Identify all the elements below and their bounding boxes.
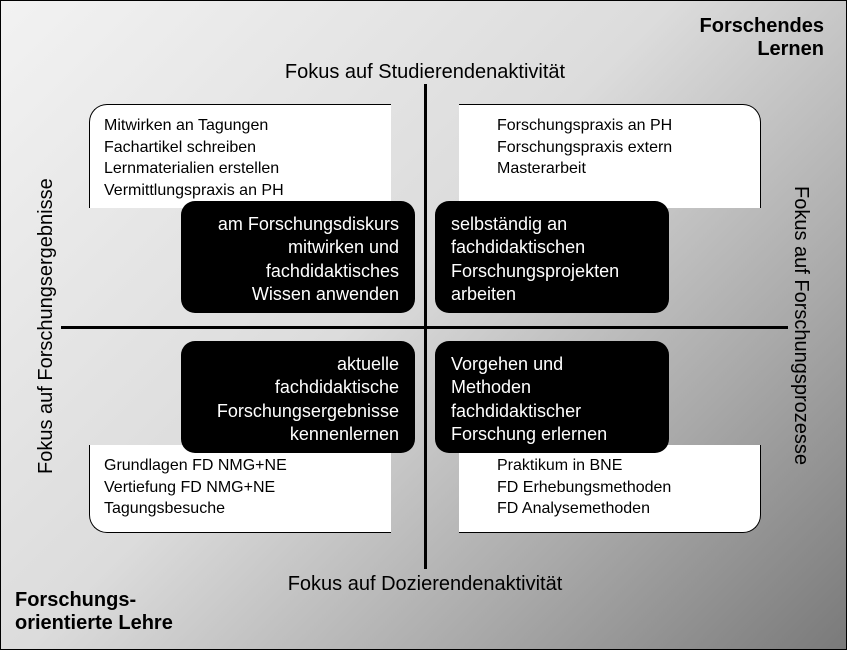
black-box-tl: am Forschungsdiskurs mitwirken und fachd… — [181, 201, 415, 313]
wb-br-l2: FD Erhebungsmethoden — [497, 477, 746, 499]
white-box-tl: Mitwirken an Tagungen Fachartikel schrei… — [89, 104, 391, 208]
bb-bl-l2: fachdidaktische — [197, 376, 399, 399]
wb-bl-l1: Grundlagen FD NMG+NE — [104, 455, 377, 477]
diagram-frame: Forschendes Lernen Forschungs- orientier… — [0, 0, 847, 650]
black-box-br: Vorgehen und Methoden fachdidaktischer F… — [435, 341, 669, 453]
bb-tr-l4: arbeiten — [451, 283, 653, 306]
axis-line-vertical — [424, 84, 427, 569]
axis-label-left: Fokus auf Forschungsergebnisse — [35, 161, 58, 491]
bb-br-l3: fachdidaktischer — [451, 400, 653, 423]
wb-bl-l2: Vertiefung FD NMG+NE — [104, 477, 377, 499]
wb-tl-l4: Vermittlungspraxis an PH — [104, 180, 377, 202]
bb-bl-l4: kennenlernen — [197, 423, 399, 446]
black-box-tr: selbständig an fachdidaktischen Forschun… — [435, 201, 669, 313]
bb-tl-l4: Wissen anwenden — [197, 283, 399, 306]
wb-tr-l2: Forschungspraxis extern — [497, 137, 746, 159]
corner-bl-line1: Forschungs- — [15, 589, 173, 612]
corner-tr-line1: Forschendes — [700, 15, 824, 38]
corner-bl-line2: orientierte Lehre — [15, 612, 173, 635]
bb-tl-l1: am Forschungsdiskurs — [197, 213, 399, 236]
white-box-bl: Grundlagen FD NMG+NE Vertiefung FD NMG+N… — [89, 445, 391, 533]
wb-br-l3: FD Analysemethoden — [497, 498, 746, 520]
wb-br-l1: Praktikum in BNE — [497, 455, 746, 477]
bb-bl-l3: Forschungsergebnisse — [197, 400, 399, 423]
black-box-bl: aktuelle fachdidaktische Forschungsergeb… — [181, 341, 415, 453]
bb-br-l1: Vorgehen und — [451, 353, 653, 376]
bb-bl-l1: aktuelle — [197, 353, 399, 376]
bb-br-l2: Methoden — [451, 376, 653, 399]
wb-tl-l1: Mitwirken an Tagungen — [104, 115, 377, 137]
wb-tr-l3: Masterarbeit — [497, 158, 746, 180]
corner-top-right: Forschendes Lernen — [700, 15, 824, 61]
bb-br-l4: Forschung erlernen — [451, 423, 653, 446]
wb-tr-l1: Forschungspraxis an PH — [497, 115, 746, 137]
bb-tr-l3: Forschungsprojekten — [451, 260, 653, 283]
bb-tr-l2: fachdidaktischen — [451, 236, 653, 259]
white-box-tr: Forschungspraxis an PH Forschungspraxis … — [459, 104, 761, 208]
axis-label-bottom: Fokus auf Dozierendenaktivität — [225, 573, 625, 596]
bb-tr-l1: selbständig an — [451, 213, 653, 236]
axis-label-right: Fokus auf Forschungsprozesse — [789, 161, 812, 491]
axis-label-top: Fokus auf Studierendenaktivität — [225, 61, 625, 84]
white-box-br: Praktikum in BNE FD Erhebungsmethoden FD… — [459, 445, 761, 533]
wb-tl-l3: Lernmaterialien erstellen — [104, 158, 377, 180]
bb-tl-l2: mitwirken und — [197, 236, 399, 259]
wb-bl-l3: Tagungsbesuche — [104, 498, 377, 520]
corner-bottom-left: Forschungs- orientierte Lehre — [15, 589, 173, 635]
bb-tl-l3: fachdidaktisches — [197, 260, 399, 283]
wb-tl-l2: Fachartikel schreiben — [104, 137, 377, 159]
corner-tr-line2: Lernen — [700, 38, 824, 61]
